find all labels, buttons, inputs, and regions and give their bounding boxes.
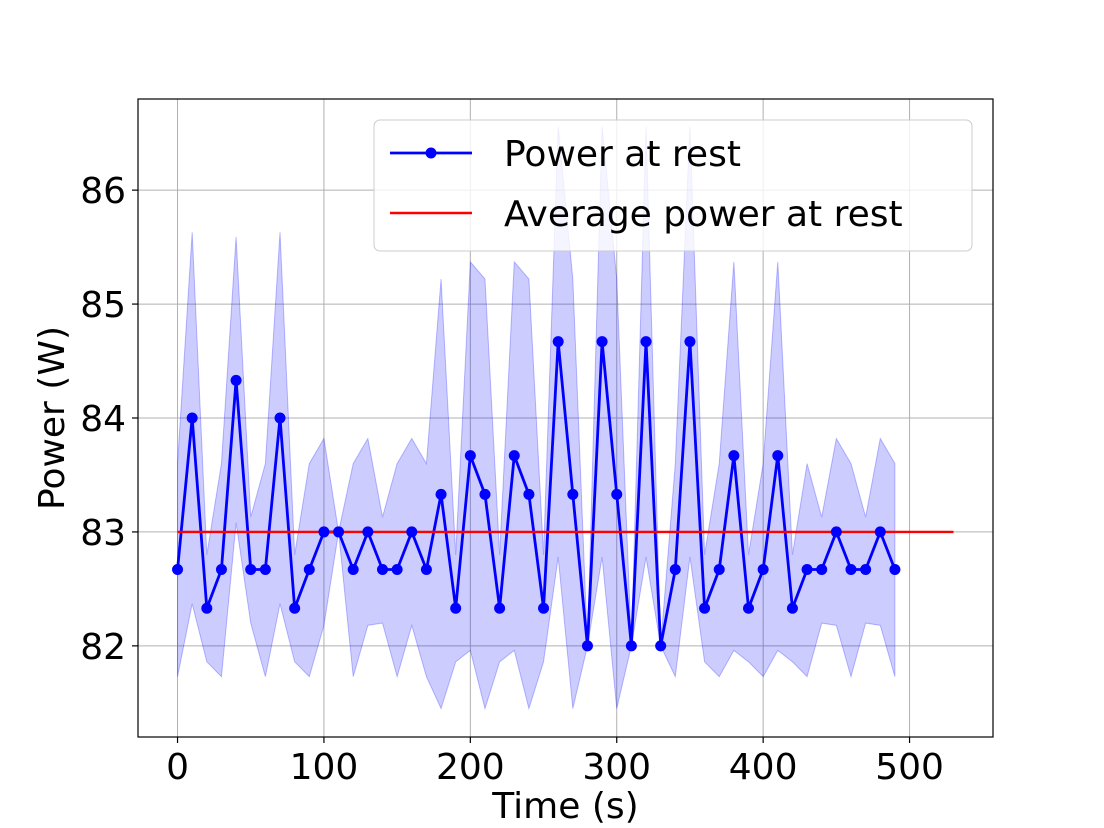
power-at-rest-point (581, 640, 593, 652)
legend-box (373, 119, 973, 252)
legend: Power at rest Average power at rest (373, 119, 973, 252)
x-axis-ticks: 0 100 200 300 400 500 (166, 737, 944, 788)
power-at-rest-point (743, 602, 755, 614)
power-at-rest-point (172, 564, 184, 576)
power-at-rest-point (625, 640, 637, 652)
power-at-rest-point (786, 602, 798, 614)
power-at-rest-point (215, 564, 227, 576)
y-tick-label: 82 (80, 627, 126, 668)
y-axis-ticks: 82 83 84 85 86 (80, 171, 138, 668)
power-at-rest-point (874, 526, 886, 538)
y-tick-label: 83 (80, 513, 126, 554)
power-at-rest-point (376, 564, 388, 576)
power-at-rest-point (186, 412, 198, 424)
x-tick-label: 200 (436, 747, 505, 788)
x-tick-label: 400 (729, 747, 798, 788)
power-at-rest-point (816, 564, 828, 576)
power-at-rest-point (523, 488, 535, 500)
x-tick-label: 100 (290, 747, 359, 788)
y-tick-label: 84 (80, 399, 126, 440)
y-tick-label: 85 (80, 285, 126, 326)
power-at-rest-point (303, 564, 315, 576)
power-at-rest-point (245, 564, 257, 576)
power-at-rest-point (845, 564, 857, 576)
power-at-rest-point (391, 564, 403, 576)
series-lines (176, 340, 954, 648)
power-at-rest-point (684, 336, 696, 348)
power-at-rest-point (420, 564, 432, 576)
power-at-rest-point (318, 526, 330, 538)
power-at-rest-point (669, 564, 681, 576)
power-at-rest-point (713, 564, 725, 576)
legend-swatch-marker (425, 147, 437, 159)
x-tick-label: 300 (582, 747, 651, 788)
legend-label: Power at rest (504, 134, 741, 175)
power-at-rest-point (538, 602, 550, 614)
power-at-rest-point (508, 450, 520, 462)
power-at-rest-point (347, 564, 359, 576)
power-at-rest-line (176, 340, 897, 648)
x-tick-label: 500 (875, 747, 944, 788)
power-at-rest-point (274, 412, 286, 424)
power-at-rest-point (728, 450, 740, 462)
power-at-rest-point (640, 336, 652, 348)
power-at-rest-point (464, 450, 476, 462)
power-at-rest-point (567, 488, 579, 500)
power-at-rest-point (450, 602, 462, 614)
power-at-rest-point (757, 564, 769, 576)
power-at-rest-point (435, 488, 447, 500)
power-at-rest-point (801, 564, 813, 576)
power-at-rest-point (362, 526, 374, 538)
power-at-rest-point (830, 526, 842, 538)
legend-items: Power at rest Average power at rest (390, 134, 903, 235)
power-at-rest-point (860, 564, 872, 576)
power-at-rest-point (289, 602, 301, 614)
power-at-rest-point (655, 640, 667, 652)
x-axis-label: Time (s) (491, 786, 638, 827)
power-at-rest-point (699, 602, 711, 614)
power-at-rest-point (479, 488, 491, 500)
power-at-rest-point (259, 564, 271, 576)
power-at-rest-point (406, 526, 418, 538)
y-tick-label: 86 (80, 171, 126, 212)
power-at-rest-point (552, 336, 564, 348)
power-at-rest-point (494, 602, 506, 614)
power-at-rest-point (201, 602, 213, 614)
power-at-rest-point (333, 526, 345, 538)
power-at-rest-point (889, 564, 901, 576)
power-at-rest-point (611, 488, 623, 500)
power-at-rest-point (596, 336, 608, 348)
x-tick-label: 0 (166, 747, 189, 788)
series-markers (172, 336, 901, 652)
power-at-rest-point (230, 374, 242, 386)
legend-label: Average power at rest (504, 194, 903, 235)
y-axis-label: Power (W) (32, 326, 73, 510)
power-at-rest-point (772, 450, 784, 462)
